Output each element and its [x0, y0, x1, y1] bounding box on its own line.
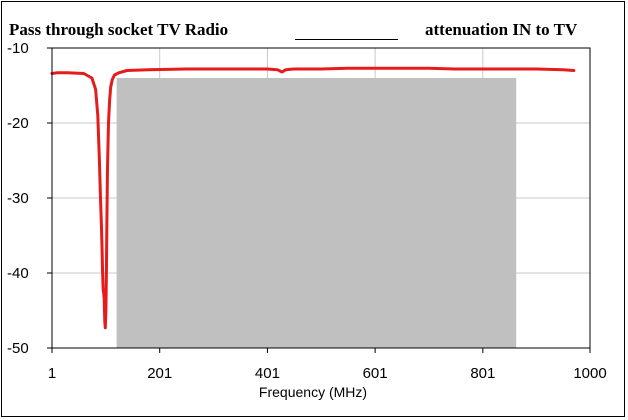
chart-title: Pass through socket TV Radio attenuation… [0, 18, 628, 42]
y-tick-label: -30 [7, 190, 29, 207]
x-tick-label: 601 [363, 365, 388, 382]
shaded-region [116, 78, 517, 348]
axes [47, 47, 591, 353]
y-tick-label: -40 [7, 265, 29, 282]
chart-title-left: Pass through socket TV Radio [9, 20, 229, 39]
series-line [50, 66, 576, 330]
tick-labels: 1 201 401 601 801 1000 -50 -40 -30 -20 -10 [7, 40, 607, 382]
x-tick-label: 1000 [573, 365, 606, 382]
y-tick-label: -20 [7, 115, 29, 132]
y-tick-label: -10 [7, 40, 29, 57]
x-tick-label: 1 [48, 365, 56, 382]
y-tick-label: -50 [7, 340, 29, 357]
shaded-band [116, 78, 517, 348]
x-tick-label: 201 [147, 365, 172, 382]
title-blank-line [295, 39, 398, 40]
x-axis-label: Frequency (MHz) [259, 384, 367, 400]
chart-title-right: attenuation IN to TV [425, 20, 578, 39]
x-tick-label: 401 [255, 365, 280, 382]
series-layer [50, 66, 576, 330]
x-tick-label: 801 [470, 365, 495, 382]
